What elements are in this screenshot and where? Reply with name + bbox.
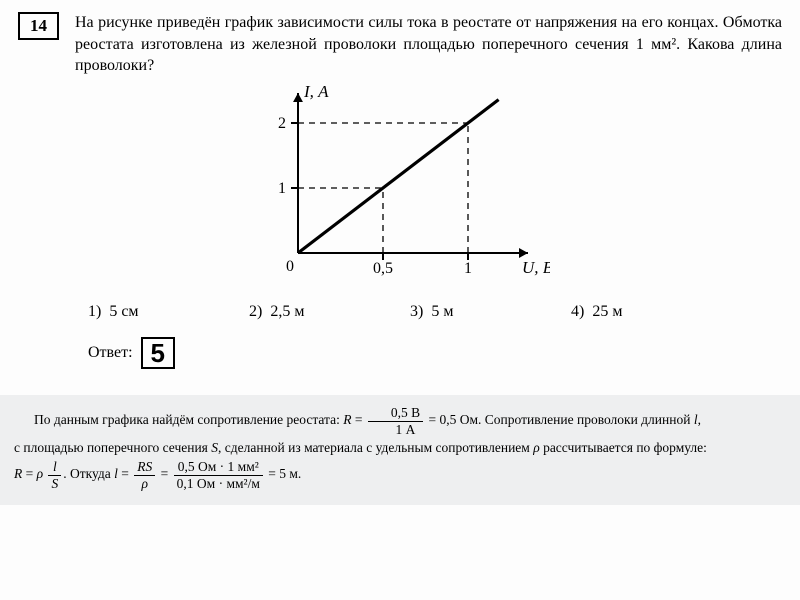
svg-text:1: 1 — [464, 260, 472, 277]
answer-label: Ответ: — [88, 344, 133, 362]
answer-row: Ответ: 5 — [18, 337, 782, 370]
solution-line-1: По данным графика найдём сопротивление р… — [14, 405, 786, 437]
options-row: 1) 5 см 2) 2,5 м 3) 5 м 4) 25 м — [18, 303, 782, 321]
fraction: 0,5 В1 А — [368, 405, 423, 437]
sol-var-rho: ρ — [37, 466, 43, 481]
svg-text:0,5: 0,5 — [373, 260, 393, 277]
sol-text: По данным графика найдём сопротивление р… — [34, 412, 340, 427]
option-num: 3) — [410, 303, 423, 320]
sol-text: , — [698, 412, 701, 427]
problem-text: На рисунке приведён график зависимости с… — [75, 12, 782, 77]
sol-var-l: l — [114, 466, 118, 481]
option-2: 2) 2,5 м — [249, 303, 410, 321]
sol-text: Сопротивление проволоки длинной — [485, 412, 691, 427]
option-val: 25 м — [592, 303, 622, 320]
sol-text: 0,5 Ом. — [440, 412, 482, 427]
problem-number: 14 — [18, 12, 59, 40]
solution-section: По данным графика найдём сопротивление р… — [0, 395, 800, 505]
frac-den: ρ — [134, 476, 155, 492]
solution-line-2: с площадью поперечного сечения S, сделан… — [14, 437, 786, 459]
svg-text:0: 0 — [286, 258, 294, 275]
sol-var-rho: ρ — [533, 440, 539, 455]
solution-line-3: R=ρlS. Откуда l=RSρ=0,5 Ом · 1 мм²0,1 Ом… — [14, 459, 786, 491]
option-val: 5 м — [431, 303, 453, 320]
option-1: 1) 5 см — [88, 303, 249, 321]
fraction: lS — [48, 459, 61, 491]
frac-den: 1 А — [368, 422, 423, 438]
frac-den: 0,1 Ом · мм²/м — [174, 476, 263, 492]
option-val: 5 см — [109, 303, 138, 320]
option-val: 2,5 м — [270, 303, 304, 320]
sol-text: Откуда — [70, 466, 111, 481]
sol-text: , сделанной из материала с удельным сопр… — [218, 440, 530, 455]
sol-var-R: R — [343, 412, 351, 427]
svg-text:1: 1 — [278, 180, 286, 197]
sol-text: рассчитывается по формуле: — [543, 440, 707, 455]
sol-var-R: R — [14, 466, 22, 481]
option-num: 1) — [88, 303, 101, 320]
option-num: 2) — [249, 303, 262, 320]
fraction: RSρ — [134, 459, 155, 491]
frac-den: S — [48, 476, 61, 492]
frac-num: RS — [134, 459, 155, 476]
answer-box: 5 — [141, 337, 175, 370]
option-num: 4) — [571, 303, 584, 320]
option-4: 4) 25 м — [571, 303, 732, 321]
sol-text: 5 м. — [279, 466, 301, 481]
iv-chart: 0 0,5 1 1 2 I, А U, В — [250, 83, 550, 283]
sol-text: с площадью поперечного сечения — [14, 440, 208, 455]
frac-num: l — [48, 459, 61, 476]
frac-num: 0,5 В — [368, 405, 423, 422]
chart-container: 0 0,5 1 1 2 I, А U, В — [18, 83, 782, 283]
problem-header: 14 На рисунке приведён график зависимост… — [18, 12, 782, 77]
svg-text:U, В: U, В — [522, 258, 550, 277]
option-3: 3) 5 м — [410, 303, 571, 321]
svg-text:2: 2 — [278, 115, 286, 132]
fraction: 0,5 Ом · 1 мм²0,1 Ом · мм²/м — [174, 459, 263, 491]
frac-num: 0,5 Ом · 1 мм² — [174, 459, 263, 476]
svg-text:I, А: I, А — [303, 83, 329, 101]
